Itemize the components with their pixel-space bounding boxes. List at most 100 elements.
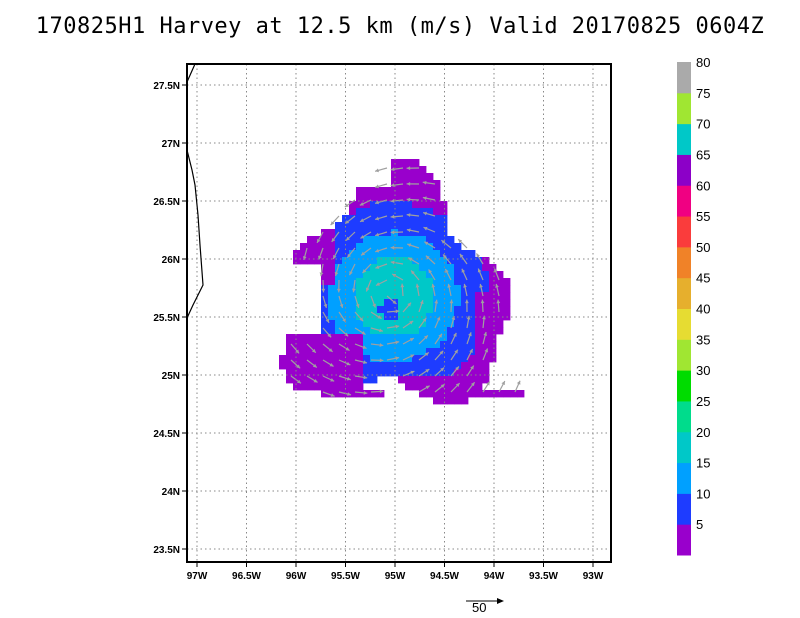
wind-cell [419,369,427,377]
wind-cell [328,264,336,272]
wind-cell [384,299,392,307]
wind-vector-head [361,251,366,256]
wind-vector-head [501,381,505,386]
wind-vector-head [449,299,454,304]
wind-cell [377,306,385,314]
wind-cell [398,320,406,328]
reference-vector-label: 50 [472,600,487,615]
wind-vector-head [345,219,350,224]
wind-cell [461,285,469,293]
wind-cell [356,306,364,314]
wind-vector-head [359,202,364,206]
wind-cell [475,313,483,321]
wind-cell [426,320,434,328]
wind-cell [342,278,350,286]
wind-cell [426,271,434,279]
wind-cell [475,285,483,293]
wind-cell [419,390,427,398]
wind-cell [307,348,315,356]
wind-cell [447,355,455,363]
wind-cell [363,278,371,286]
wind-cell [349,327,357,335]
wind-cell [391,278,399,286]
wind-cell [293,355,301,363]
wind-cell [335,292,343,300]
wind-cell [384,306,392,314]
wind-cell [475,334,483,342]
wind-vector-head [455,366,459,371]
wind-cell [454,264,462,272]
wind-cell [370,376,378,384]
wind-cell [433,187,441,195]
wind-cell [433,313,441,321]
wind-cell [440,229,448,237]
wind-cell [482,271,490,279]
wind-cell [363,306,371,314]
wind-cell [412,187,420,195]
wind-cell [468,257,476,265]
wind-cell [370,278,378,286]
wind-cell [405,208,413,216]
wind-cell [398,215,406,223]
wind-cell [405,292,413,300]
x-tick-label: 95.5W [331,571,360,582]
wind-cell [447,369,455,377]
wind-cell [440,306,448,314]
wind-cell [482,369,490,377]
wind-cell [398,355,406,363]
wind-cell [384,341,392,349]
wind-cell [328,341,336,349]
wind-cell [482,334,490,342]
wind-vector-head [516,380,521,385]
wind-cell [503,299,511,307]
wind-cell [377,369,385,377]
wind-cell [363,208,371,216]
wind-vector-head [482,315,486,320]
wind-cell [440,320,448,328]
wind-vector-head [480,299,485,304]
wind-cell [370,271,378,279]
wind-vector-head [436,316,441,321]
colorbar-swatch [677,277,691,309]
wind-cell [419,173,427,181]
wind-vector-head [375,168,379,173]
wind-cell [440,348,448,356]
wind-cell [447,397,455,405]
wind-cell [398,222,406,230]
wind-vector-head [479,283,483,288]
wind-cell [426,341,434,349]
wind-cell [370,334,378,342]
wind-cell [398,250,406,258]
wind-cell [356,334,364,342]
wind-cell [412,327,420,335]
wind-cell [405,201,413,209]
wind-vector-head [406,197,411,202]
wind-vector-head [409,320,414,325]
wind-vector-head [406,181,411,186]
wind-cell [342,271,350,279]
wind-cell [412,341,420,349]
wind-cell [496,271,504,279]
wind-cell [461,355,469,363]
wind-cell [433,257,441,265]
wind-cell [412,159,420,167]
wind-vector-head [355,303,360,308]
wind-cell [384,362,392,370]
wind-cell [363,313,371,321]
wind-vector-head [494,268,498,273]
wind-cell [335,327,343,335]
wind-cell [433,376,441,384]
wind-cell [412,292,420,300]
wind-cell [391,180,399,188]
wind-cell [482,264,490,272]
wind-cell [363,250,371,258]
wind-cell [426,334,434,342]
wind-cell [405,166,413,174]
wind-cell [321,362,329,370]
wind-cell [405,236,413,244]
wind-cell [321,390,329,398]
colorbar-labels: 5 10 15 20 25 30 35 40 45 50 55 60 65 70 75 80 [696,55,710,532]
wind-cell [412,383,420,391]
wind-cell [482,355,490,363]
wind-cell [391,159,399,167]
